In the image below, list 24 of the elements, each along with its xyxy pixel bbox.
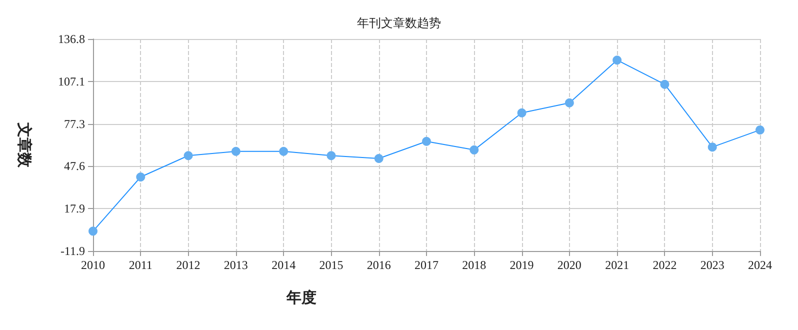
y-tick-label: 17.9 (64, 202, 85, 216)
x-tick-label: 2018 (462, 258, 486, 272)
x-tick-label: 2012 (176, 258, 200, 272)
x-axis-title: 年度 (286, 288, 316, 306)
x-tick-label: 2017 (414, 258, 438, 272)
chart-title: 年刊文章数趋势 (357, 16, 441, 30)
x-tick-label: 2014 (272, 258, 296, 272)
y-tick-label: -11.9 (60, 244, 85, 258)
x-tick-label: 2013 (224, 258, 248, 272)
x-tick-label: 2019 (510, 258, 534, 272)
x-tick-label: 2022 (652, 258, 677, 272)
x-tick-label: 2024 (748, 258, 772, 272)
y-tick-label: 47.6 (64, 159, 85, 174)
y-axis-title: 文章数 (16, 122, 34, 168)
x-tick-label: 2023 (700, 258, 724, 272)
x-tick-label: 2021 (605, 258, 630, 272)
x-tick-label: 2016 (366, 258, 391, 272)
y-tick-label: 136.8 (58, 32, 85, 46)
x-tick-label: 2015 (319, 258, 344, 272)
y-tick-label: 107.1 (58, 74, 85, 88)
x-tick-label: 2010 (81, 258, 105, 272)
y-tick-label: 77.3 (64, 116, 85, 131)
x-tick-label: 2011 (128, 258, 152, 272)
x-tick-label: 2020 (557, 258, 582, 272)
